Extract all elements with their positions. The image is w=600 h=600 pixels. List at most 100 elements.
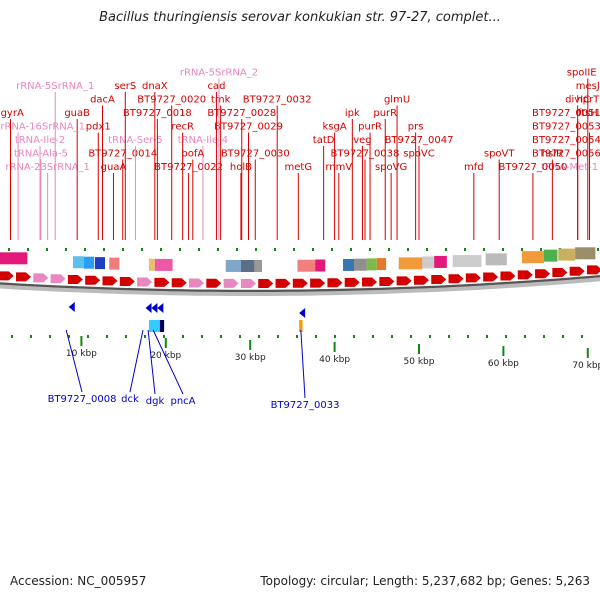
minus-gene-label[interactable]: dgk [146,396,165,407]
minus-gene-label[interactable]: pncA [170,396,195,407]
gene-arrow[interactable] [344,277,360,287]
rna-arrow[interactable] [189,278,205,288]
gene-label[interactable]: metG [285,162,313,173]
cog-block-upper[interactable] [148,258,155,271]
gene-label[interactable]: BT9727_0054 [532,135,600,146]
gene-label[interactable]: rRNA-5SrRNA_2 [180,68,258,79]
gene-label[interactable]: mfd [464,162,484,173]
gene-label[interactable]: BT9727_0028 [207,108,276,119]
gene-label[interactable]: cad [207,81,225,92]
minus-gene-label[interactable]: BT9727_0008 [48,394,117,405]
gene-label[interactable]: dacA [90,95,115,106]
gene-arrow[interactable] [431,275,447,285]
minus-gene-arrow[interactable] [145,303,152,313]
gene-label[interactable]: BT9727_0020 [137,95,206,106]
gene-label[interactable]: BT9727_0056 [532,149,600,160]
gene-arrow[interactable] [569,266,585,276]
cog-block-upper[interactable] [354,258,367,271]
gene-arrow[interactable] [0,271,14,281]
gene-arrow[interactable] [102,276,118,286]
gene-label[interactable]: guaB [64,108,90,119]
cog-block-upper[interactable] [0,252,28,265]
gene-arrow[interactable] [535,269,551,279]
gene-label[interactable]: BT9727_0047 [385,135,454,146]
cog-block-upper[interactable] [434,255,447,268]
gene-label[interactable]: tRNA-Ser-5 [108,135,163,146]
gene-arrow[interactable] [483,272,499,282]
cog-block-upper[interactable] [225,259,241,272]
cog-block-upper[interactable] [109,257,120,270]
gene-label[interactable]: holB [230,162,252,173]
rna-arrow[interactable] [33,273,49,283]
gene-arrow[interactable] [154,277,170,287]
gene-arrow[interactable] [396,276,412,286]
gene-label[interactable]: purR [358,122,382,133]
gene-arrow[interactable] [379,276,395,286]
gene-label[interactable]: veg [353,135,371,146]
cog-block-upper[interactable] [543,249,558,262]
gene-label[interactable]: spoIIE [567,68,597,79]
gene-label[interactable]: BT9727_0053 [532,122,600,133]
minus-gene-arrow[interactable] [68,302,75,312]
gene-label[interactable]: ksgA [322,122,346,133]
cog-block-upper[interactable] [521,251,544,264]
gene-label[interactable]: tRNA-Met-1 [541,162,598,173]
rna-arrow[interactable] [50,274,66,284]
cog-block-upper[interactable] [558,248,576,261]
gene-arrow[interactable] [310,278,326,288]
cog-block-upper[interactable] [343,258,355,271]
gene-label[interactable]: BT9727_0018 [123,108,192,119]
gene-label[interactable]: BT9727_0029 [214,122,283,133]
cog-block-upper[interactable] [376,258,387,271]
cog-block-upper[interactable] [485,253,507,266]
cog-block-upper[interactable] [575,247,596,260]
gene-label[interactable]: serS [114,81,136,92]
cog-block-upper[interactable] [398,257,423,270]
gene-label[interactable]: prs [408,122,424,133]
gene-label[interactable]: BT9727_0051 [532,108,600,119]
gene-arrow[interactable] [206,278,222,288]
gene-label[interactable]: rRNA-16SrRNA_1 [0,122,85,133]
cog-block-lower[interactable] [159,320,165,332]
cog-block-upper[interactable] [297,259,316,272]
rna-arrow[interactable] [223,278,239,288]
gene-label[interactable]: dnaX [142,81,168,92]
gene-arrow[interactable] [67,275,83,285]
cog-block-lower[interactable] [148,320,160,332]
gene-label[interactable]: guaA [101,162,127,173]
cog-block-upper[interactable] [83,256,95,269]
gene-label[interactable]: recR [171,122,194,133]
gene-label[interactable]: tRNA-Ala-5 [14,149,68,160]
cog-block-upper[interactable] [154,258,173,271]
gene-label[interactable]: BT9727_0022 [154,162,223,173]
gene-label[interactable]: rRNA-23SrRNA_1 [5,162,90,173]
gene-arrow[interactable] [448,274,464,284]
gene-arrow[interactable] [517,270,533,280]
gene-label[interactable]: tRNA-Ile-4 [178,135,228,146]
gene-label[interactable]: BT9727_0038 [331,149,400,160]
cog-block-upper[interactable] [422,256,435,269]
gene-label[interactable]: ftsH [578,108,598,119]
gene-label[interactable]: tmk [211,95,231,106]
gene-label[interactable]: gyrA [1,108,24,119]
gene-arrow[interactable] [171,278,187,288]
gene-arrow[interactable] [465,273,481,283]
gene-label[interactable]: spoVC [403,149,435,160]
gene-label[interactable]: BT9727_0030 [221,149,290,160]
cog-block-upper[interactable] [366,258,377,271]
rna-arrow[interactable] [137,277,153,287]
gene-arrow[interactable] [292,278,308,288]
cog-block-upper[interactable] [72,256,84,269]
gene-label[interactable]: hslR [542,149,563,160]
gene-arrow[interactable] [500,271,516,281]
cog-block-upper[interactable] [452,255,482,268]
gene-label[interactable]: rnmV [325,162,352,173]
gene-label[interactable]: glmU [384,95,410,106]
gene-label[interactable]: purR [373,108,397,119]
gene-label[interactable]: spoVG [375,162,407,173]
gene-label[interactable]: BT9727_0014 [88,149,157,160]
cog-block-upper[interactable] [315,259,326,272]
gene-label[interactable]: bofA [181,149,204,160]
cog-block-lower[interactable] [299,320,303,332]
